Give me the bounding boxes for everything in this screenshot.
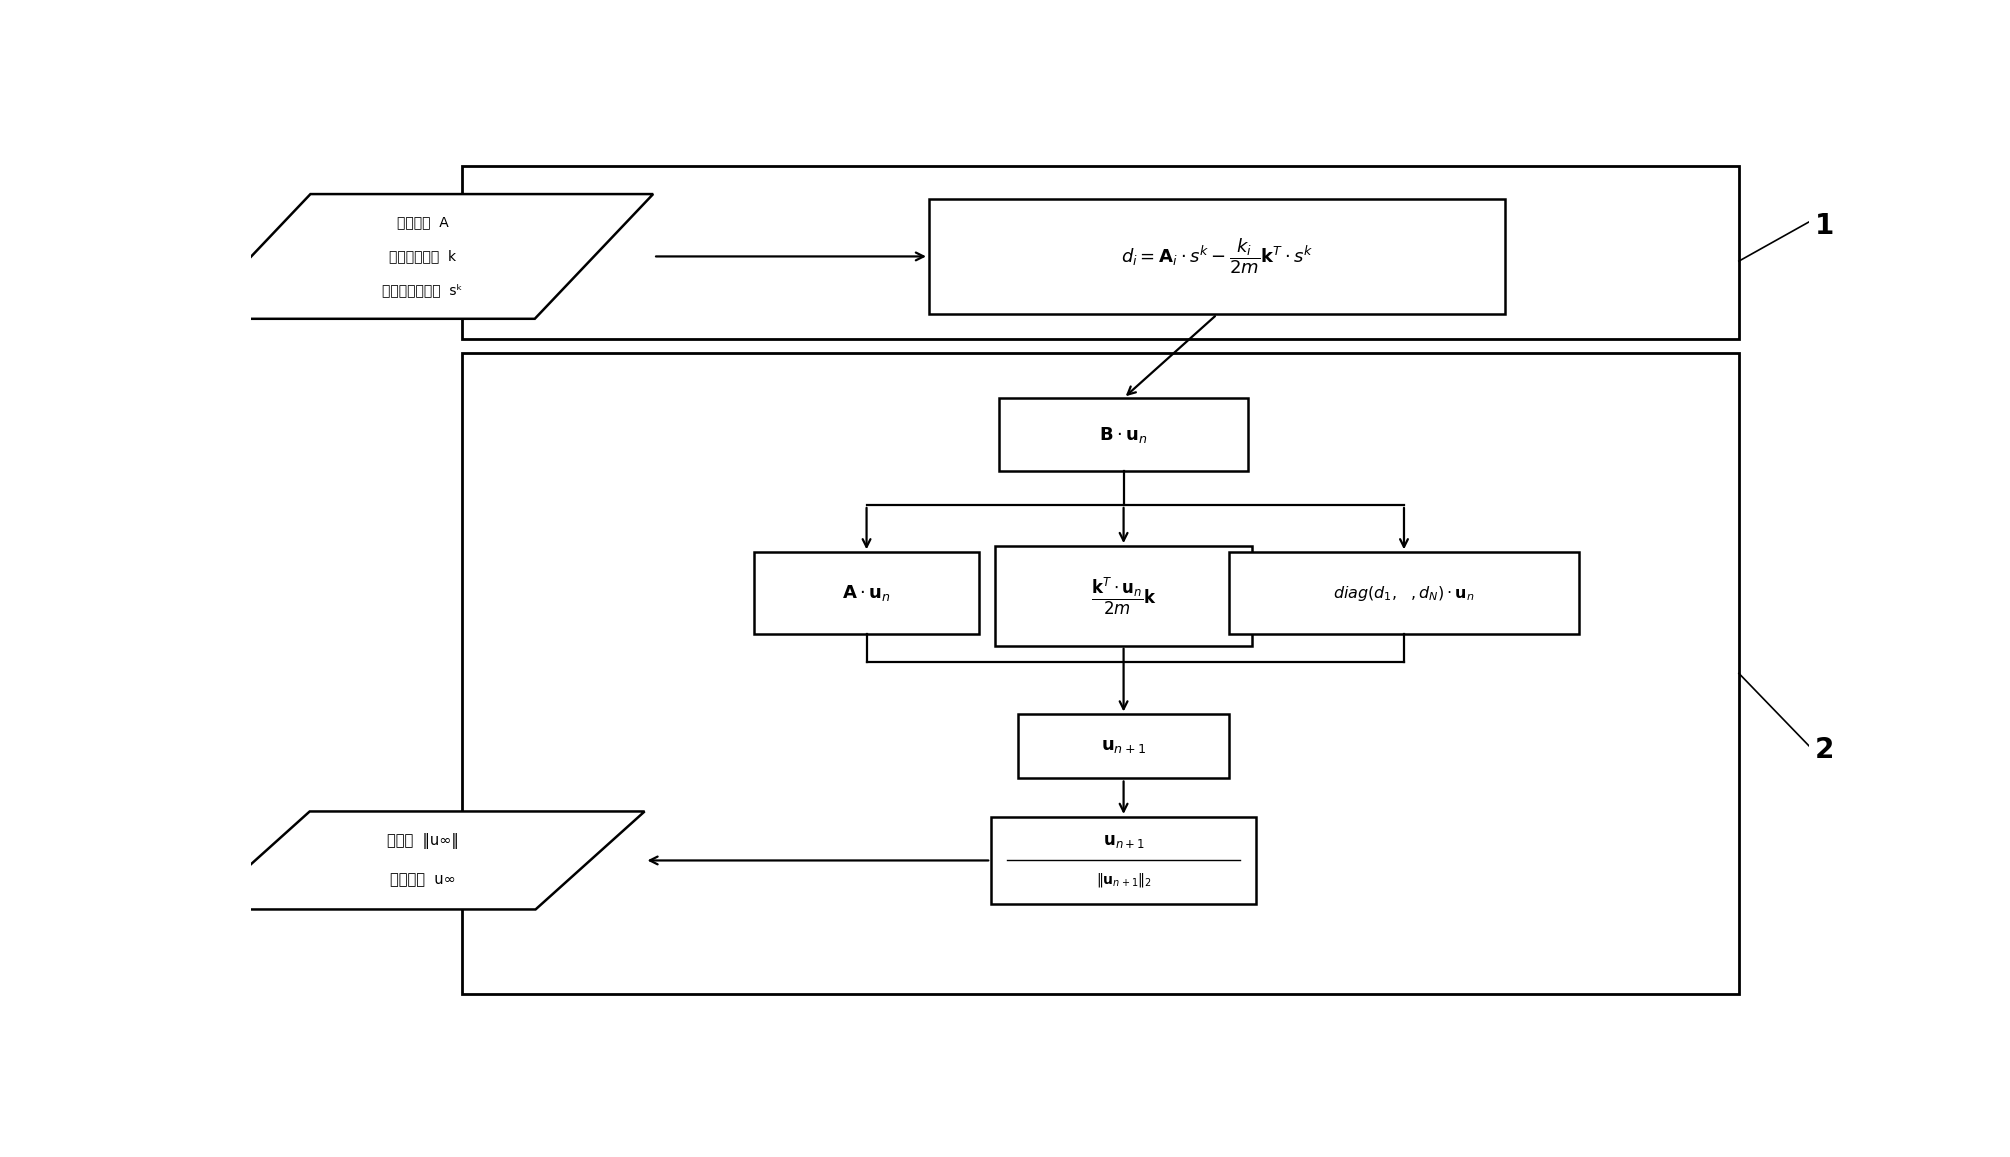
Bar	[999, 398, 1248, 471]
Polygon shape	[193, 194, 653, 319]
Text: 特征値  ‖u∞‖: 特征値 ‖u∞‖	[386, 833, 458, 849]
Text: $\dfrac{\mathbf{k}^T \cdot \mathbf{u}_n}{2m}\mathbf{k}$: $\dfrac{\mathbf{k}^T \cdot \mathbf{u}_n}…	[1091, 575, 1156, 617]
Bar	[1228, 552, 1580, 634]
Text: 特征向量  u∞: 特征向量 u∞	[390, 872, 456, 887]
Text: $\mathbf{A} \cdot \mathbf{u}_n$: $\mathbf{A} \cdot \mathbf{u}_n$	[842, 583, 890, 603]
Text: $diag(d_1,\ \ ,d_N) \cdot \mathbf{u}_n$: $diag(d_1,\ \ ,d_N) \cdot \mathbf{u}_n$	[1333, 583, 1475, 603]
Bar	[929, 199, 1505, 315]
Text: 待划分区域向量  sᵏ: 待划分区域向量 sᵏ	[382, 283, 462, 297]
Bar	[995, 546, 1252, 646]
Bar	[991, 817, 1256, 904]
Bar	[754, 552, 979, 634]
Text: $d_i = \mathbf{A}_i \cdot s^k - \dfrac{k_i}{2m}\mathbf{k}^T \cdot s^k$: $d_i = \mathbf{A}_i \cdot s^k - \dfrac{k…	[1122, 237, 1313, 277]
Bar	[462, 353, 1739, 994]
Text: 各节点度向量  k: 各节点度向量 k	[390, 250, 456, 264]
Text: 2: 2	[1815, 736, 1835, 765]
Text: 1: 1	[1815, 213, 1835, 241]
Text: $\|\mathbf{u}_{n+1}\|_2$: $\|\mathbf{u}_{n+1}\|_2$	[1095, 871, 1152, 889]
Bar	[462, 165, 1739, 339]
Text: $\mathbf{B} \cdot \mathbf{u}_n$: $\mathbf{B} \cdot \mathbf{u}_n$	[1099, 425, 1148, 444]
Text: $\mathbf{u}_{n+1}$: $\mathbf{u}_{n+1}$	[1101, 737, 1146, 756]
Text: $\mathbf{u}_{n+1}$: $\mathbf{u}_{n+1}$	[1103, 832, 1144, 850]
Text: 邻接矩阵  A: 邻接矩阵 A	[396, 215, 448, 229]
Bar	[1019, 714, 1228, 779]
Polygon shape	[201, 811, 645, 909]
